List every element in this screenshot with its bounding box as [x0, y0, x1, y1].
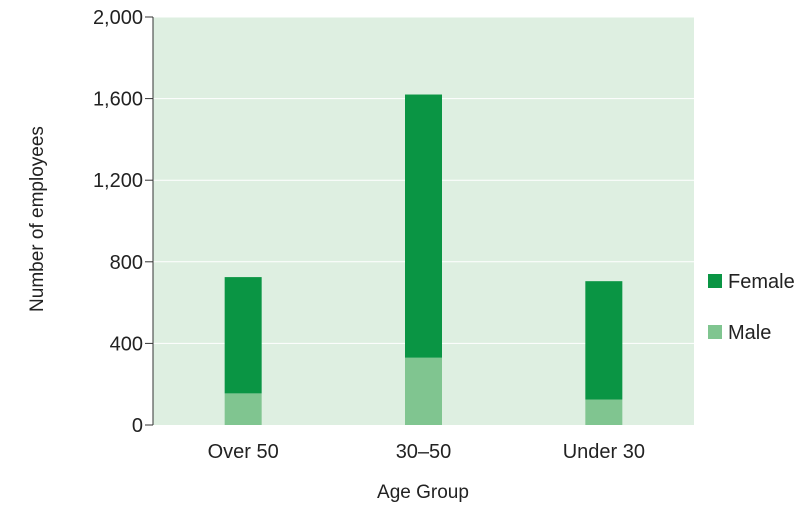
y-axis-title: Number of employees — [27, 126, 48, 312]
x-tick-label: Under 30 — [563, 441, 645, 463]
x-tick-label: Over 50 — [208, 441, 279, 463]
bars — [224, 94, 623, 425]
legend: Female Male — [708, 271, 795, 344]
legend-label-male: Male — [728, 322, 771, 344]
y-tick-label: 800 — [110, 252, 143, 274]
bar-male-1 — [405, 357, 442, 425]
legend-label-female: Female — [728, 271, 795, 293]
bar-female-2 — [585, 281, 623, 400]
legend-swatch-female — [708, 274, 722, 288]
x-axis-title: Age Group — [377, 482, 469, 502]
y-tick-label: 1,600 — [93, 89, 143, 111]
y-tick-label: 400 — [110, 333, 143, 355]
bar-male-2 — [585, 399, 623, 425]
y-tick-label: 0 — [132, 415, 143, 437]
y-tick-label: 1,200 — [93, 170, 143, 192]
y-axis-ticks: 0 400 800 1,200 1,600 2,000 — [93, 7, 154, 437]
x-axis-ticks: Over 50 30–50 Under 30 — [208, 441, 645, 463]
bar-female-1 — [405, 94, 442, 358]
bar-male-0 — [224, 393, 262, 425]
legend-swatch-male — [708, 325, 722, 339]
y-tick-label: 2,000 — [93, 7, 143, 29]
x-tick-label: 30–50 — [396, 441, 452, 463]
bar-female-0 — [224, 277, 262, 394]
